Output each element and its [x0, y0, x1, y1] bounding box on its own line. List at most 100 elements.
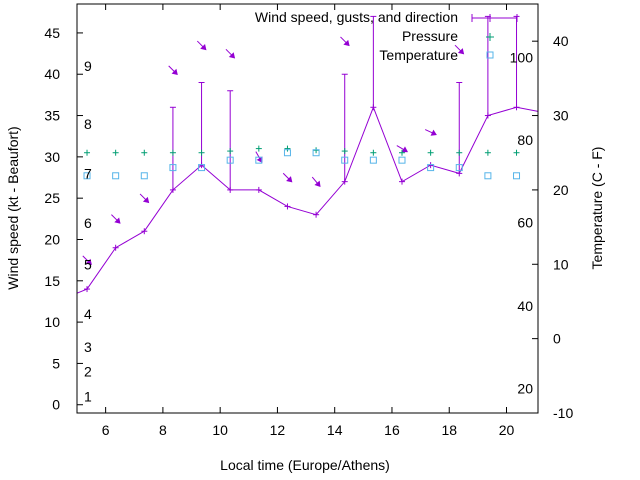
x-tick-label: 12: [270, 422, 286, 438]
beaufort-label: 3: [84, 339, 92, 355]
y2-tick-label: 20: [553, 182, 569, 198]
gust-bar: [227, 90, 234, 190]
temperature-point: [484, 172, 492, 180]
x-tick-label: 16: [384, 422, 400, 438]
beaufort-label: 9: [84, 58, 92, 74]
wind-speed-point: [484, 112, 491, 119]
fahrenheit-label: 20: [517, 380, 533, 396]
wind-direction-arrow: [454, 44, 465, 55]
plot-frame: [76, 3, 539, 414]
temperature-point: [513, 172, 521, 180]
pressure-point: [341, 148, 348, 155]
wind-direction-arrow: [311, 176, 321, 187]
wind-direction-arrow: [196, 40, 207, 51]
legend-wind-swatch: [471, 14, 518, 22]
fahrenheit-label: 80: [517, 132, 533, 148]
wind-direction-arrow: [168, 65, 178, 76]
wind-speed-point: [227, 186, 234, 193]
pressure-point: [427, 149, 434, 156]
pressure-point: [112, 149, 119, 156]
wind-direction-arrow: [139, 193, 150, 204]
x-tick-label: 20: [499, 422, 515, 438]
temperature-point: [169, 164, 177, 172]
wind-speed-point: [112, 244, 119, 251]
y-tick-label: 40: [44, 66, 60, 82]
pressure-point: [141, 149, 148, 156]
temperature-point: [140, 172, 148, 180]
temperature-point: [226, 156, 234, 164]
pressure-point: [84, 149, 91, 156]
x-tick-label: 8: [159, 422, 167, 438]
beaufort-label: 6: [84, 215, 92, 231]
legend-wind-label: Wind speed, gusts, and direction: [255, 9, 458, 25]
legend-temperature-label: Temperature: [379, 47, 458, 63]
temperature-point: [341, 156, 349, 164]
y2-tick-label: 30: [553, 108, 569, 124]
wind-speed-point: [255, 186, 262, 193]
beaufort-label: 4: [84, 306, 92, 322]
legend-pressure-label: Pressure: [402, 28, 458, 44]
temperature-point: [398, 156, 406, 164]
axis-layer: 6 8 10 12 14 16 18 20051015202530354045-1001020…: [44, 4, 573, 438]
y2-tick-label: 10: [553, 256, 569, 272]
pressure-point: [169, 149, 176, 156]
pressure-point: [313, 147, 320, 154]
pressure-point: [456, 149, 463, 156]
y2-axis-label: Temperature (C - F): [589, 147, 605, 270]
legend-pressure-swatch: [486, 33, 494, 41]
fahrenheit-label: 40: [517, 298, 533, 314]
y-tick-label: 25: [44, 190, 60, 206]
wind-speed-point: [513, 104, 520, 111]
y-tick-label: 20: [44, 231, 60, 247]
y2-tick-label: -10: [553, 405, 573, 421]
wind-speed-point: [370, 104, 377, 111]
gust-bar: [456, 81, 463, 174]
wind-speed-point: [284, 203, 291, 210]
y-tick-label: 45: [44, 25, 60, 41]
y-tick-label: 5: [52, 355, 60, 371]
legend: Wind speed, gusts, and direction Pressur…: [255, 9, 518, 63]
pressure-point: [370, 149, 377, 156]
temperature-point: [455, 164, 463, 172]
temperature-point: [198, 164, 206, 172]
wind-speed-point: [341, 178, 348, 185]
pressure-point: [484, 149, 491, 156]
temperature-point: [283, 149, 291, 157]
fahrenheit-label: 100: [510, 50, 534, 66]
gust-bar: [484, 15, 491, 116]
wind-speed-point: [84, 286, 91, 293]
temperature-point: [369, 156, 377, 164]
y2-tick-label: 0: [553, 331, 561, 347]
wind-speed-point: [427, 162, 434, 169]
temperature-point: [112, 172, 120, 180]
beaufort-label: 2: [84, 364, 92, 380]
beaufort-label: 7: [84, 165, 92, 181]
wind-direction-arrow: [225, 48, 236, 59]
pressure-point: [284, 145, 291, 152]
legend-temperature-swatch: [486, 51, 494, 59]
beaufort-label: 5: [84, 256, 92, 272]
series-layer: [76, 15, 539, 294]
y-tick-label: 10: [44, 314, 60, 330]
wind-direction-arrow: [396, 145, 409, 153]
y-tick-label: 35: [44, 108, 60, 124]
temperature-point: [255, 156, 263, 164]
wind-speed-point: [313, 211, 320, 218]
pressure-point: [513, 149, 520, 156]
pressure-point: [227, 148, 234, 155]
fahrenheit-label: 60: [517, 215, 533, 231]
wind-direction-arrow: [282, 172, 293, 183]
wind-speed-point: [456, 170, 463, 177]
beaufort-label: 8: [84, 116, 92, 132]
pressure-point: [255, 145, 262, 152]
pressure-point: [198, 149, 205, 156]
wind-direction-arrow: [82, 255, 92, 266]
x-tick-label: 10: [212, 422, 228, 438]
y-tick-label: 0: [52, 397, 60, 413]
gust-bar: [341, 73, 348, 182]
y-axis-label: Wind speed (kt - Beaufort): [5, 126, 21, 289]
temperature-point: [312, 149, 320, 157]
y-tick-label: 30: [44, 149, 60, 165]
wind-direction-arrow: [340, 36, 350, 47]
wind-direction-arrow: [424, 129, 437, 136]
